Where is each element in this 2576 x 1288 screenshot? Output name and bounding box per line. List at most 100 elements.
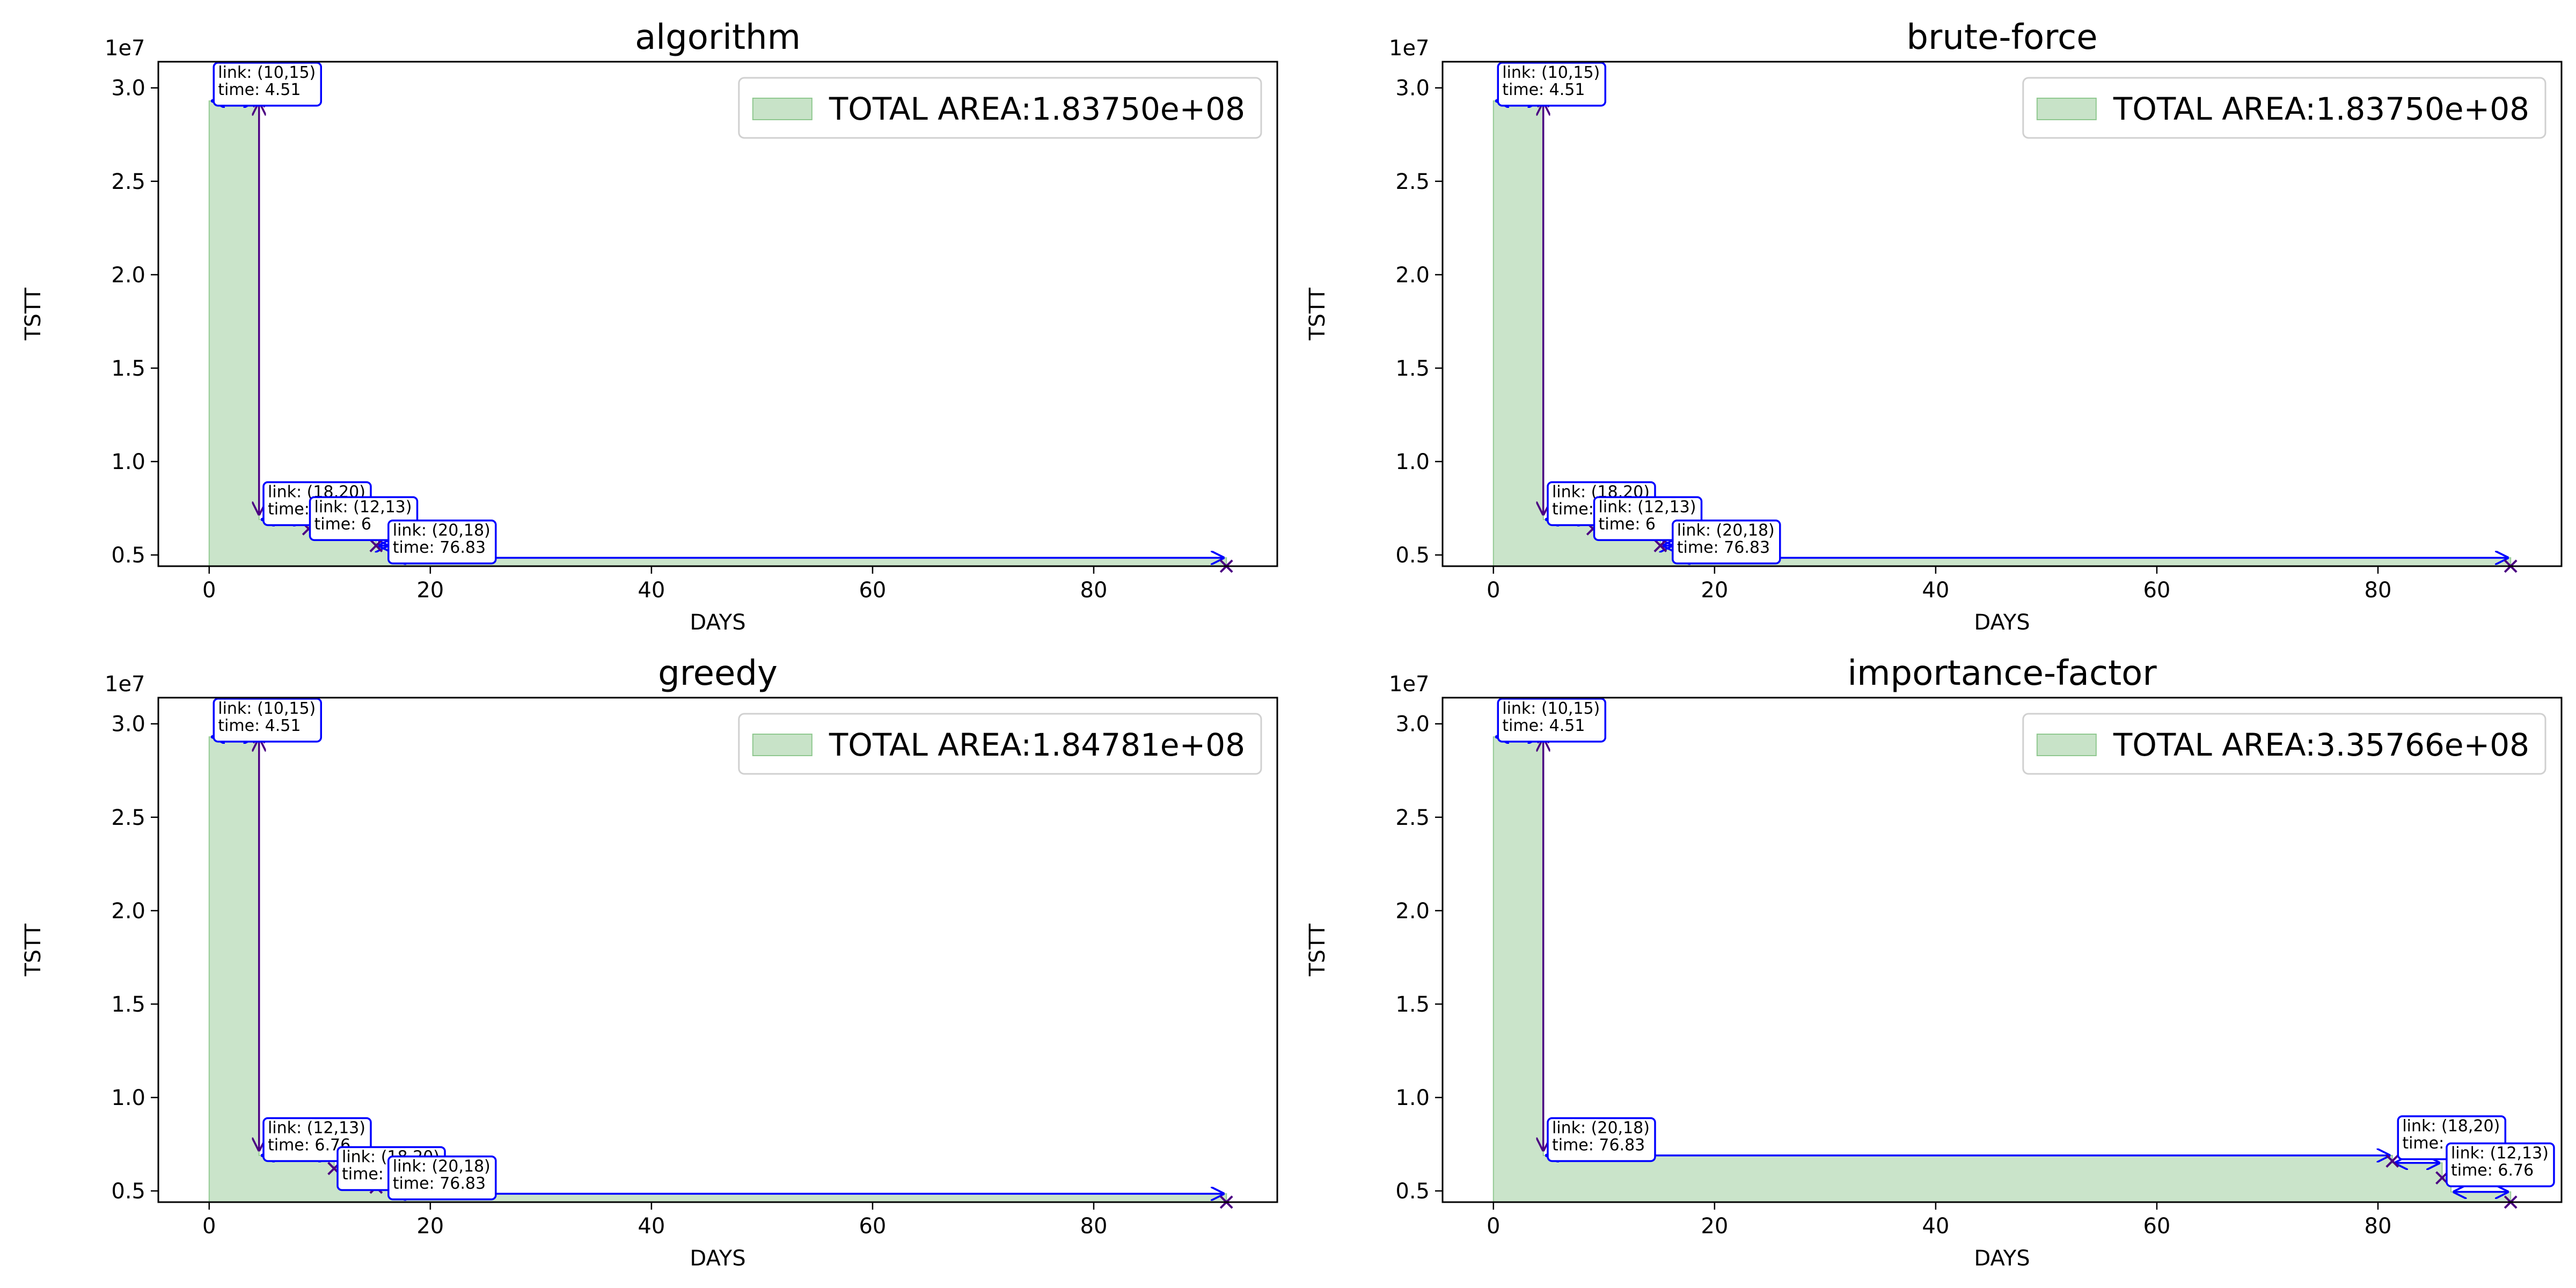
annotation-time: time: xyxy=(2402,1134,2444,1153)
x-tick-label: 20 xyxy=(416,578,444,603)
y-tick-label: 1.0 xyxy=(1395,1086,1430,1110)
y-tick-label: 1.0 xyxy=(111,450,145,474)
y-tick-label: 2.5 xyxy=(111,806,145,830)
annotation-3: link: (20,18)time: 76.83 xyxy=(387,519,497,565)
axes-frame xyxy=(1441,697,2563,1203)
subplot-title: greedy xyxy=(658,654,778,693)
y-tick-label: 1.5 xyxy=(111,356,145,381)
y-offset-label: 1e7 xyxy=(105,672,145,697)
x-tick-label: 80 xyxy=(1080,1214,1108,1239)
y-tick-label: 2.5 xyxy=(1395,806,1430,830)
legend: TOTAL AREA:1.83750e+08 xyxy=(738,77,1262,139)
x-tick-label: 60 xyxy=(2143,1214,2170,1239)
x-tick-label: 60 xyxy=(2143,578,2170,603)
annotation-box xyxy=(387,519,497,565)
y-offset-label: 1e7 xyxy=(1389,36,1430,61)
legend-label: TOTAL AREA:1.83750e+08 xyxy=(829,91,1245,127)
repair-marker xyxy=(1653,539,1667,553)
x-axis-label: DAYS xyxy=(1974,1246,2030,1271)
x-tick-label: 40 xyxy=(1922,1214,1949,1239)
annotation-link: link: (20,18) xyxy=(393,1157,491,1176)
legend-swatch xyxy=(752,98,813,120)
x-tick-label: 20 xyxy=(1701,1214,1728,1239)
x-tick-label: 0 xyxy=(1487,578,1500,603)
annotation-link: link: (12,13) xyxy=(1598,497,1696,516)
legend: TOTAL AREA:1.84781e+08 xyxy=(738,713,1262,775)
y-tick-label: 2.5 xyxy=(1395,170,1430,194)
axes-frame xyxy=(1441,61,2563,567)
x-tick-label: 60 xyxy=(859,1214,886,1239)
annotation-link: link: (10,15) xyxy=(1502,63,1600,82)
annotation-link: link: (20,18) xyxy=(1552,1118,1650,1137)
annotation-box xyxy=(2446,1142,2555,1188)
annotation-box xyxy=(213,62,323,107)
x-tick-label: 0 xyxy=(202,578,216,603)
legend: TOTAL AREA:1.83750e+08 xyxy=(2022,77,2546,139)
x-tick-label: 0 xyxy=(202,1214,216,1239)
y-axis-label: TSTT xyxy=(1305,923,1330,977)
annotation-link: link: (20,18) xyxy=(393,521,491,540)
annotation-box xyxy=(213,698,323,743)
annotation-time: time: 6.76 xyxy=(2451,1161,2534,1180)
annotation-box xyxy=(1547,1117,1656,1162)
annotation-time: time: 76.83 xyxy=(1552,1136,1645,1154)
annotation-link: link: (20,18) xyxy=(1677,521,1775,540)
annotation-0: link: (10,15)time: 4.51 xyxy=(213,698,323,743)
annotation-0: link: (10,15)time: 4.51 xyxy=(1497,62,1607,107)
annotation-time: time: 4.51 xyxy=(218,716,301,735)
y-offset-label: 1e7 xyxy=(1389,672,1430,697)
annotation-link: link: (10,15) xyxy=(218,699,316,718)
subplot-title: brute-force xyxy=(1906,18,2097,57)
y-tick-label: 2.0 xyxy=(111,263,145,288)
legend-swatch xyxy=(2036,98,2097,120)
axes-frame xyxy=(157,697,1278,1203)
annotation-box xyxy=(387,1155,497,1201)
annotation-time: time: 4.51 xyxy=(1502,80,1585,99)
y-axis-label: TSTT xyxy=(21,287,46,341)
annotation-time: time: 4.51 xyxy=(218,80,301,99)
y-tick-label: 0.5 xyxy=(111,543,145,568)
subplot-greedy: link: (10,15)time: 4.51 link: (12,13) time… xyxy=(21,654,1278,1271)
y-tick-label: 0.5 xyxy=(1395,543,1430,568)
y-tick-label: 1.5 xyxy=(1395,992,1430,1017)
annotation-link: link: (12,13) xyxy=(314,497,412,516)
legend-frame xyxy=(2022,77,2546,139)
legend-frame xyxy=(738,713,1262,775)
x-tick-label: 40 xyxy=(638,578,665,603)
repair-marker xyxy=(369,539,383,553)
legend: TOTAL AREA:3.35766e+08 xyxy=(2022,713,2546,775)
y-tick-label: 3.0 xyxy=(1395,76,1430,101)
subplot-title: importance-factor xyxy=(1847,654,2157,693)
annotation-0: link: (10,15)time: 4.51 xyxy=(213,62,323,107)
annotation-link: link: (12,13) xyxy=(2451,1144,2549,1162)
x-axis-label: DAYS xyxy=(1974,610,2030,635)
annotation-3: link: (12,13)time: 6.76 xyxy=(2446,1142,2555,1188)
legend-frame xyxy=(2022,713,2546,775)
legend-label: TOTAL AREA:1.84781e+08 xyxy=(829,727,1245,763)
y-tick-label: 3.0 xyxy=(111,76,145,101)
annotation-box xyxy=(1672,519,1781,565)
y-tick-label: 1.0 xyxy=(1395,450,1430,474)
annotation-0: link: (10,15)time: 4.51 xyxy=(1497,698,1607,743)
y-tick-label: 2.5 xyxy=(111,170,145,194)
y-tick-label: 2.0 xyxy=(1395,899,1430,924)
x-tick-label: 80 xyxy=(2365,1214,2392,1239)
legend-swatch xyxy=(2036,734,2097,756)
annotation-3: link: (20,18)time: 76.83 xyxy=(1672,519,1781,565)
annotation-link: link: (12,13) xyxy=(268,1118,365,1137)
annotation-link: link: (18,20) xyxy=(2402,1117,2500,1136)
annotation-link: link: (10,15) xyxy=(218,63,316,82)
y-offset-label: 1e7 xyxy=(105,36,145,61)
annotation-time: time: 76.83 xyxy=(393,538,486,557)
x-tick-label: 80 xyxy=(1080,578,1108,603)
legend-label: TOTAL AREA:3.35766e+08 xyxy=(2113,727,2529,763)
annotation-time: time: 6 xyxy=(314,515,371,533)
x-tick-label: 60 xyxy=(859,578,886,603)
x-tick-label: 0 xyxy=(1487,1214,1500,1239)
x-tick-label: 80 xyxy=(2365,578,2392,603)
annotation-time: time: 4.51 xyxy=(1502,716,1585,735)
